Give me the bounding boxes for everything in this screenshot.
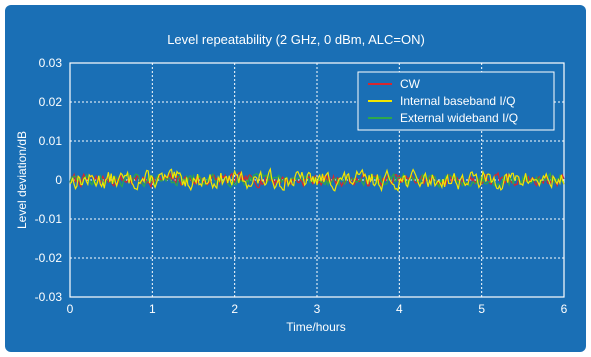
series-group [69,167,565,193]
legend-label: External wideband I/Q [400,111,518,125]
y-axis-ticks: 0.03 0.02 0.01 0 -0.01 -0.02 -0.03 [35,56,63,304]
legend-label: Internal baseband I/Q [400,94,515,108]
x-tick-label: 3 [314,302,321,316]
x-tick-label: 1 [149,302,156,316]
legend-label: CW [400,77,421,91]
x-tick-label: 5 [478,302,485,316]
y-tick-label: -0.02 [35,251,63,265]
y-axis-label: Level deviation/dB [15,131,29,229]
x-tick-label: 4 [396,302,403,316]
chart-title: Level repeatability (2 GHz, 0 dBm, ALC=O… [167,32,425,47]
x-tick-label: 0 [67,302,74,316]
x-axis-ticks: 0 1 2 3 4 5 6 [67,302,568,316]
x-tick-label: 6 [561,302,568,316]
x-tick-label: 2 [231,302,238,316]
y-tick-label: 0 [55,173,62,187]
y-tick-label: 0.02 [39,95,63,109]
y-tick-label: -0.03 [35,290,63,304]
y-tick-label: 0.01 [39,134,63,148]
x-axis-label: Time/hours [286,320,346,334]
series-line-2 [69,167,565,193]
y-tick-label: 0.03 [39,56,63,70]
y-tick-label: -0.01 [35,212,63,226]
legend: CW Internal baseband I/Q External wideband… [357,71,555,131]
